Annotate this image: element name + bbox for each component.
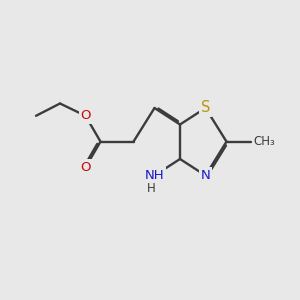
Text: NH: NH — [145, 169, 164, 182]
Text: S: S — [201, 100, 210, 116]
Text: O: O — [80, 109, 91, 122]
Text: CH₃: CH₃ — [253, 135, 275, 148]
Text: H: H — [147, 182, 156, 196]
Text: N: N — [201, 169, 210, 182]
Text: O: O — [80, 161, 91, 174]
